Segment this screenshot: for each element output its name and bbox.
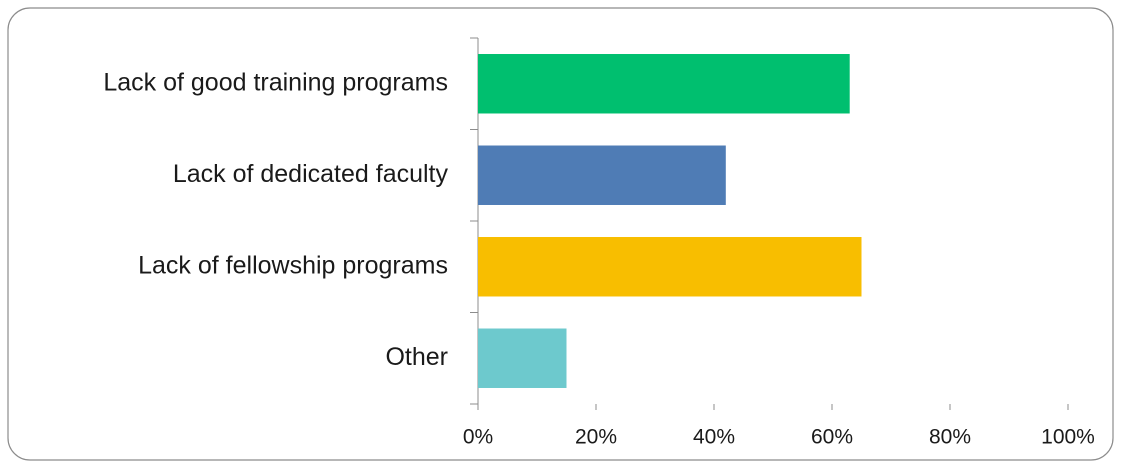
- x-tick-label: 80%: [929, 426, 971, 449]
- chart-frame: [7, 7, 1114, 461]
- y-tick-label: Lack of good training programs: [103, 68, 448, 96]
- x-tick-label: 20%: [575, 426, 617, 449]
- x-tick-label: 40%: [693, 426, 735, 449]
- y-tick-label: Other: [385, 343, 448, 371]
- x-tick-label: 60%: [811, 426, 853, 449]
- y-tick-label: Lack of dedicated faculty: [173, 160, 449, 188]
- bar: [478, 54, 850, 114]
- y-tick-label: Lack of fellowship programs: [138, 251, 448, 279]
- bar: [478, 328, 567, 388]
- bar: [478, 237, 862, 297]
- x-tick-label: 100%: [1041, 426, 1095, 449]
- x-tick-label: 0%: [463, 426, 493, 449]
- bar: [478, 145, 726, 205]
